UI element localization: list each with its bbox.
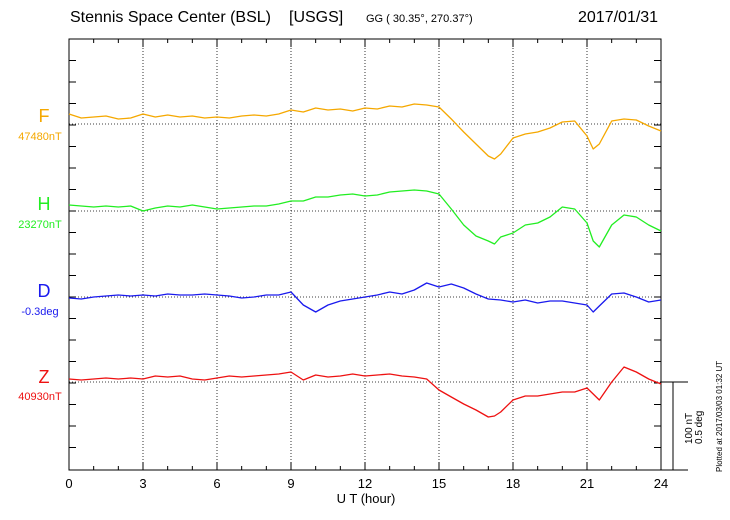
x-tick-labels: 0 3 6 9 12 15 18 21 24 [65,476,668,491]
x-tick-label: 15 [432,476,446,491]
x-tick-label: 0 [65,476,72,491]
series-name-f: F [38,106,50,126]
grid-layer [69,39,661,470]
x-tick-label: 21 [580,476,594,491]
x-tick-label: 24 [654,476,668,491]
scale-bar-deg: 0.5 deg [694,410,705,444]
series-line-f [68,103,662,160]
series-name-h: H [37,194,51,214]
series-line-z [68,366,662,418]
station-title: Stennis Space Center (BSL) [70,9,271,26]
agency-label: [USGS] [289,9,344,26]
series-baseline-h: 23270nT [18,219,62,231]
series-line-h [68,189,662,248]
x-tick-label: 18 [506,476,520,491]
x-axis-label: U T (hour) [337,491,396,506]
series-baseline-f: 47480nT [18,131,62,143]
series-layer [68,103,662,418]
series-baseline-z: 40930nT [18,391,62,403]
series-baseline-d: -0.3deg [21,306,59,318]
x-tick-label: 3 [139,476,146,491]
series-name-z: Z [38,367,50,387]
coordinates-label: GG ( 30.35°, 270.37°) [366,13,473,25]
tick-marks [68,39,688,471]
date-label: 2017/01/31 [578,9,659,26]
x-tick-label: 6 [213,476,220,491]
series-line-d [68,282,662,313]
plotted-timestamp: Plotted at 2017/03/03 01:32 UT [715,360,724,472]
x-tick-label: 12 [358,476,372,491]
x-tick-label: 9 [287,476,294,491]
series-name-d: D [37,281,51,301]
